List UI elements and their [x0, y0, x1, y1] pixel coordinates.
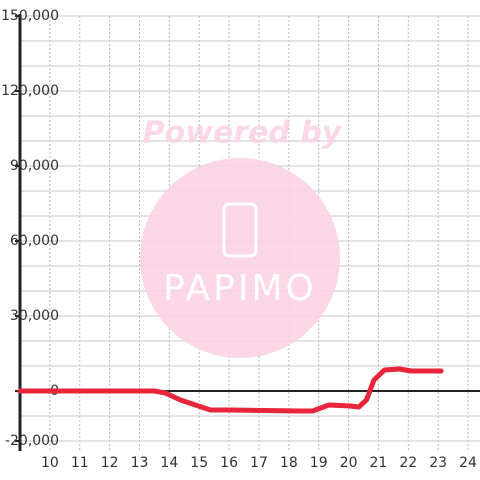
x-tick-label: 24 — [459, 455, 477, 471]
y-tick-label: 60,000 — [10, 233, 59, 249]
watermark-circle — [140, 158, 340, 358]
y-tick-label: 150,000 — [1, 8, 59, 24]
watermark: Powered by PAPIMO — [140, 116, 343, 358]
x-tick-label: 17 — [250, 455, 268, 471]
x-tick-label: 19 — [310, 455, 328, 471]
y-tick-label: 30,000 — [10, 308, 59, 324]
x-tick-label: 20 — [340, 455, 358, 471]
watermark-bottom: PAPIMO — [163, 268, 317, 309]
y-tick-label: 90,000 — [10, 158, 59, 174]
x-tick-label: 12 — [101, 455, 119, 471]
watermark-phone — [222, 202, 258, 258]
x-tick-label: 10 — [41, 455, 59, 471]
y-tick-label: -20,000 — [5, 433, 59, 449]
x-tick-label: 16 — [220, 455, 238, 471]
y-tick-label: 120,000 — [1, 83, 59, 99]
x-tick-label: 13 — [131, 455, 149, 471]
x-tick-label: 18 — [280, 455, 298, 471]
x-tick-label: 22 — [399, 455, 417, 471]
line-series — [17, 366, 444, 414]
x-tick-label: 21 — [370, 455, 388, 471]
x-tick-label: 15 — [190, 455, 208, 471]
x-tick-label: 11 — [71, 455, 89, 471]
x-tick-label: 23 — [429, 455, 447, 471]
watermark-top: Powered by — [143, 116, 343, 151]
x-tick-label: 14 — [160, 455, 178, 471]
